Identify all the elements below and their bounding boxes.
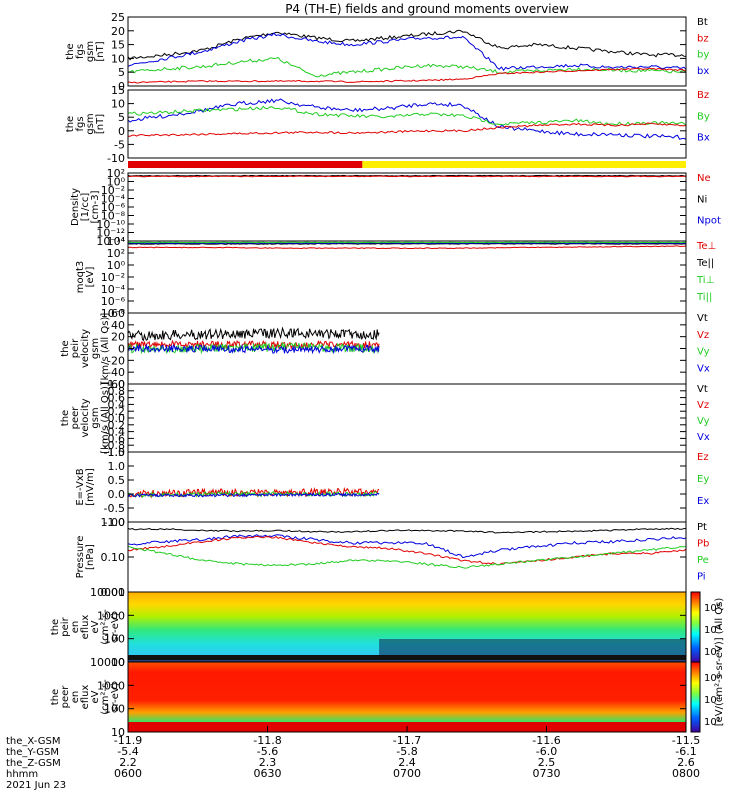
series-trace-13 bbox=[128, 328, 379, 340]
legend-entry: Ti|| bbox=[696, 292, 712, 303]
y-tick-label: 15 bbox=[111, 84, 125, 97]
peir-bottom-band bbox=[128, 655, 686, 660]
plot-title: P4 (TH-E) fields and ground moments over… bbox=[285, 2, 569, 16]
y-tick-label: -5 bbox=[114, 138, 125, 151]
legend-entry: Vz bbox=[697, 400, 709, 411]
y-axis-label: [km/s (All Qs)] bbox=[100, 313, 111, 385]
legend-entry: Te|| bbox=[696, 258, 714, 269]
y-tick-label: 5 bbox=[118, 111, 125, 124]
y-axis-label: [nT] bbox=[95, 41, 106, 61]
y-tick-label: 20 bbox=[111, 25, 125, 38]
panel-frame-peer_velocity bbox=[128, 384, 686, 452]
x-tick-label: 0700 bbox=[393, 767, 421, 780]
x-axis-row-label: the_Z-GSM bbox=[6, 758, 61, 769]
y-tick-label: 0.5 bbox=[108, 474, 126, 487]
x-tick-label: 0800 bbox=[672, 767, 700, 780]
x-axis-row-label: hhmm bbox=[6, 769, 38, 780]
y-axis-label: [cm-3] bbox=[90, 190, 101, 223]
legend-entry: Bt bbox=[697, 17, 708, 28]
y-tick-label: 1.0 bbox=[108, 460, 126, 473]
legend-entry: Ey bbox=[697, 474, 709, 485]
colorbar-bottom bbox=[691, 662, 700, 732]
y-tick-label: 0 bbox=[118, 125, 125, 138]
y-axis-label: [mV/m] bbox=[85, 468, 96, 506]
y-tick-label: 1.5 bbox=[108, 446, 126, 459]
panel-frame-e_field bbox=[128, 452, 686, 522]
legend-entry: Vz bbox=[697, 330, 709, 341]
legend-entry: by bbox=[697, 50, 709, 61]
colorbar-label: [eV/(cm²-s-sr-eV)] (All Qs) bbox=[714, 598, 725, 727]
colorbar-top bbox=[691, 592, 700, 662]
y-tick-label: 1.00 bbox=[101, 516, 126, 529]
y-axis-label: sr-eV) bbox=[110, 612, 121, 641]
status-bar-red bbox=[128, 161, 362, 168]
series-trace-17 bbox=[128, 489, 379, 498]
legend-entry: Pb bbox=[697, 539, 709, 550]
legend-entry: Pi bbox=[697, 572, 706, 583]
y-tick-label: -0.5 bbox=[104, 502, 125, 515]
y-tick-label: 0.0 bbox=[108, 488, 126, 501]
status-bar-yellow bbox=[362, 161, 686, 168]
legend-entry: Ti⊥ bbox=[696, 275, 714, 286]
legend-entry: Npot bbox=[697, 216, 721, 227]
legend-entry: Vx bbox=[697, 363, 710, 374]
legend-entry: bz bbox=[697, 33, 709, 44]
y-tick-label: 10000 bbox=[90, 586, 125, 599]
y-tick-label: 10000 bbox=[90, 656, 125, 669]
legend-entry: Vt bbox=[697, 313, 708, 324]
peir-noise-band bbox=[379, 639, 686, 657]
y-tick-label: -10 bbox=[107, 152, 125, 165]
series-trace-20 bbox=[128, 528, 686, 533]
legend-entry: Te⊥ bbox=[696, 241, 716, 252]
series-trace-23 bbox=[128, 546, 686, 568]
y-tick-label: 25 bbox=[111, 11, 125, 24]
y-tick-label: 10 bbox=[111, 52, 125, 65]
series-trace-12 bbox=[128, 246, 686, 249]
y-axis-label: [eV] bbox=[85, 267, 96, 288]
legend-entry: Bz bbox=[697, 90, 709, 101]
legend-entry: Vy bbox=[697, 416, 710, 427]
y-axis-label: [km/s (All Qs)] bbox=[100, 382, 111, 454]
x-axis-row-label: the_Y-GSM bbox=[6, 747, 59, 758]
legend-entry: By bbox=[697, 111, 710, 122]
legend-entry: Pt bbox=[697, 522, 707, 533]
legend-entry: Ne bbox=[697, 173, 711, 184]
x-tick-label: 0600 bbox=[114, 767, 142, 780]
legend-entry: Ni bbox=[697, 194, 707, 205]
y-axis-label: [nT] bbox=[95, 114, 106, 134]
series-trace-0 bbox=[128, 30, 686, 59]
legend-entry: Vt bbox=[697, 384, 708, 395]
x-axis-row-label: 2021 Jun 23 bbox=[6, 780, 66, 791]
x-tick-label: 0730 bbox=[533, 767, 561, 780]
legend-entry: Ex bbox=[697, 496, 709, 507]
panel-frame-density bbox=[128, 173, 686, 241]
series-trace-8 bbox=[128, 176, 686, 177]
x-tick-label: 0630 bbox=[254, 767, 282, 780]
panel-frame-pressure bbox=[128, 522, 686, 592]
y-axis-label: sr-eV) bbox=[110, 682, 121, 711]
legend-entry: Bx bbox=[697, 133, 710, 144]
series-trace-2 bbox=[128, 58, 686, 77]
y-tick-label: 0.10 bbox=[101, 551, 126, 564]
legend-entry: Vx bbox=[697, 432, 710, 443]
y-tick-label: 5 bbox=[118, 66, 125, 79]
y-tick-label: 15 bbox=[111, 39, 125, 52]
x-axis-row-label: the_X-GSM bbox=[6, 736, 60, 747]
y-tick-label: 10 bbox=[111, 98, 125, 111]
legend-entry: Ez bbox=[697, 452, 709, 463]
peer-spectrogram bbox=[128, 662, 686, 732]
panel-frame-temperature bbox=[128, 241, 686, 313]
legend-entry: Pe bbox=[697, 555, 709, 566]
y-axis-label: [nPa] bbox=[85, 544, 96, 570]
legend-entry: bx bbox=[697, 66, 709, 77]
legend-entry: Vy bbox=[697, 347, 710, 358]
